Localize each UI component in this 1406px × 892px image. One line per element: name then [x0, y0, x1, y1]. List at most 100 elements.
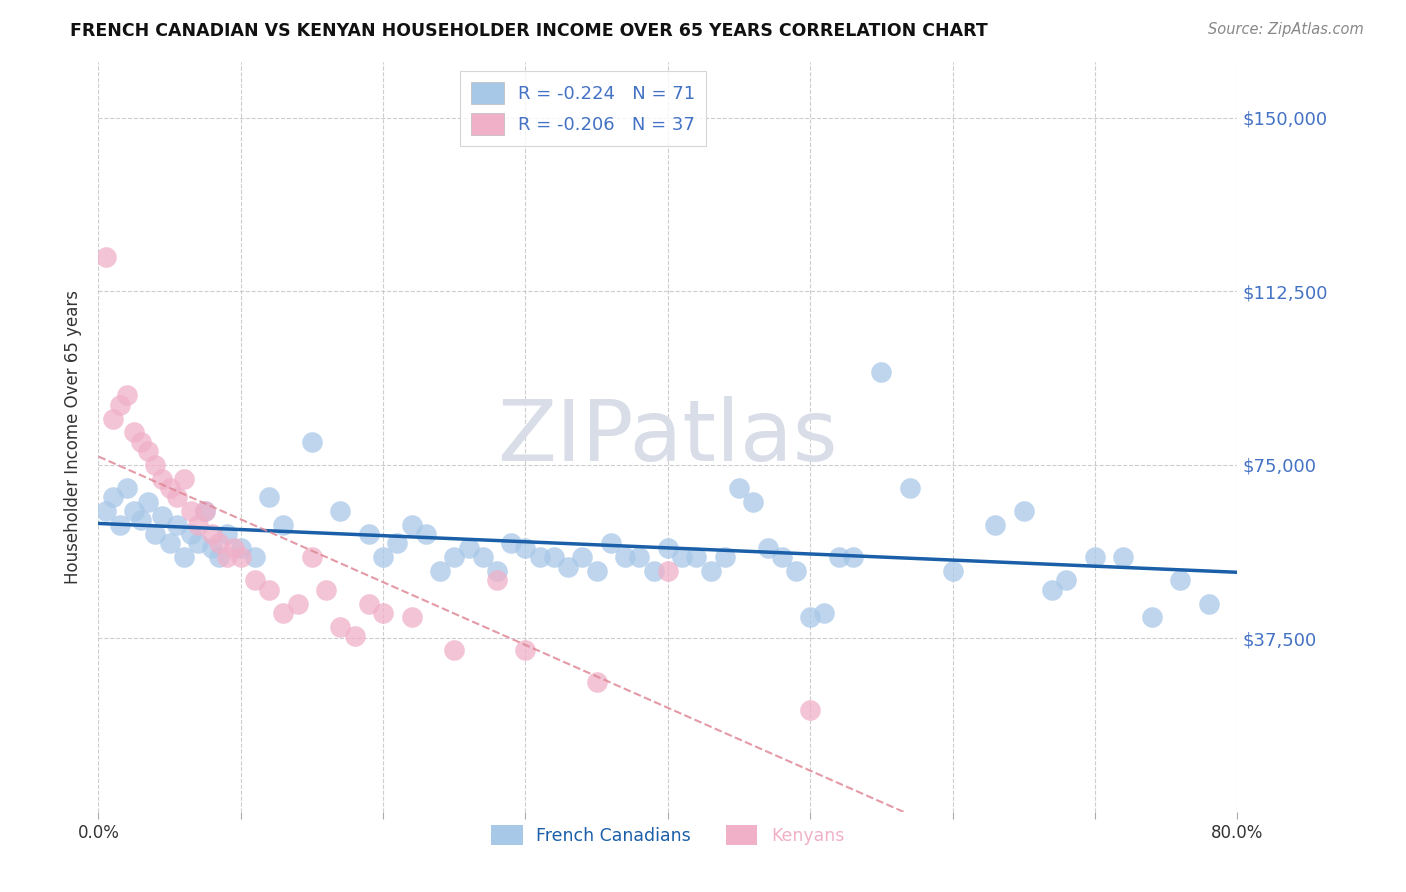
Point: [159, 536, 181, 550]
Point: [101, 490, 124, 504]
Point: [657, 564, 679, 578]
Point: [870, 365, 893, 379]
Point: [166, 518, 188, 533]
Point: [101, 411, 124, 425]
Point: [259, 490, 281, 504]
Point: [828, 550, 851, 565]
Point: [229, 541, 252, 555]
Point: [329, 504, 352, 518]
Point: [842, 550, 865, 565]
Point: [401, 610, 423, 624]
Point: [515, 643, 537, 657]
Point: [259, 582, 281, 597]
Text: Source: ZipAtlas.com: Source: ZipAtlas.com: [1208, 22, 1364, 37]
Point: [301, 550, 323, 565]
Point: [1198, 597, 1220, 611]
Point: [194, 504, 217, 518]
Point: [273, 518, 295, 533]
Point: [215, 550, 238, 565]
Point: [643, 564, 665, 578]
Point: [201, 527, 224, 541]
Point: [543, 550, 565, 565]
Point: [152, 508, 174, 523]
Point: [329, 620, 352, 634]
Point: [742, 495, 765, 509]
Point: [515, 541, 537, 555]
Point: [173, 472, 195, 486]
Point: [785, 564, 807, 578]
Point: [187, 536, 209, 550]
Point: [799, 703, 821, 717]
Point: [215, 527, 238, 541]
Point: [315, 582, 337, 597]
Point: [770, 550, 793, 565]
Point: [301, 434, 323, 449]
Point: [108, 398, 131, 412]
Point: [685, 550, 707, 565]
Point: [108, 518, 131, 533]
Point: [471, 550, 494, 565]
Point: [94, 504, 117, 518]
Point: [486, 574, 509, 588]
Point: [898, 481, 921, 495]
Y-axis label: Householder Income Over 65 years: Householder Income Over 65 years: [63, 290, 82, 584]
Point: [208, 536, 231, 550]
Point: [799, 610, 821, 624]
Legend: French Canadians, Kenyans: French Canadians, Kenyans: [484, 818, 852, 852]
Point: [243, 574, 266, 588]
Point: [415, 527, 437, 541]
Point: [243, 550, 266, 565]
Point: [357, 527, 380, 541]
Point: [180, 504, 202, 518]
Point: [942, 564, 965, 578]
Point: [671, 550, 693, 565]
Point: [115, 388, 138, 402]
Point: [180, 527, 202, 541]
Point: [557, 559, 579, 574]
Point: [600, 536, 623, 550]
Point: [94, 250, 117, 264]
Point: [136, 495, 159, 509]
Point: [501, 536, 523, 550]
Point: [129, 513, 152, 527]
Point: [1012, 504, 1035, 518]
Point: [166, 490, 188, 504]
Point: [273, 606, 295, 620]
Point: [159, 481, 181, 495]
Point: [443, 643, 465, 657]
Point: [387, 536, 409, 550]
Point: [373, 606, 395, 620]
Point: [229, 550, 252, 565]
Point: [373, 550, 395, 565]
Point: [1056, 574, 1078, 588]
Point: [984, 518, 1007, 533]
Point: [429, 564, 451, 578]
Point: [208, 550, 231, 565]
Point: [145, 458, 167, 472]
Point: [122, 425, 145, 440]
Point: [585, 564, 607, 578]
Point: [129, 434, 152, 449]
Point: [115, 481, 138, 495]
Point: [1140, 610, 1163, 624]
Point: [201, 541, 224, 555]
Point: [457, 541, 479, 555]
Point: [813, 606, 835, 620]
Point: [194, 504, 217, 518]
Point: [187, 518, 209, 533]
Point: [145, 527, 167, 541]
Point: [657, 541, 679, 555]
Point: [152, 472, 174, 486]
Point: [122, 504, 145, 518]
Point: [714, 550, 737, 565]
Point: [756, 541, 779, 555]
Point: [1112, 550, 1135, 565]
Point: [1040, 582, 1063, 597]
Point: [1084, 550, 1107, 565]
Point: [401, 518, 423, 533]
Point: [628, 550, 651, 565]
Point: [1170, 574, 1192, 588]
Point: [571, 550, 593, 565]
Point: [343, 629, 366, 643]
Point: [585, 675, 607, 690]
